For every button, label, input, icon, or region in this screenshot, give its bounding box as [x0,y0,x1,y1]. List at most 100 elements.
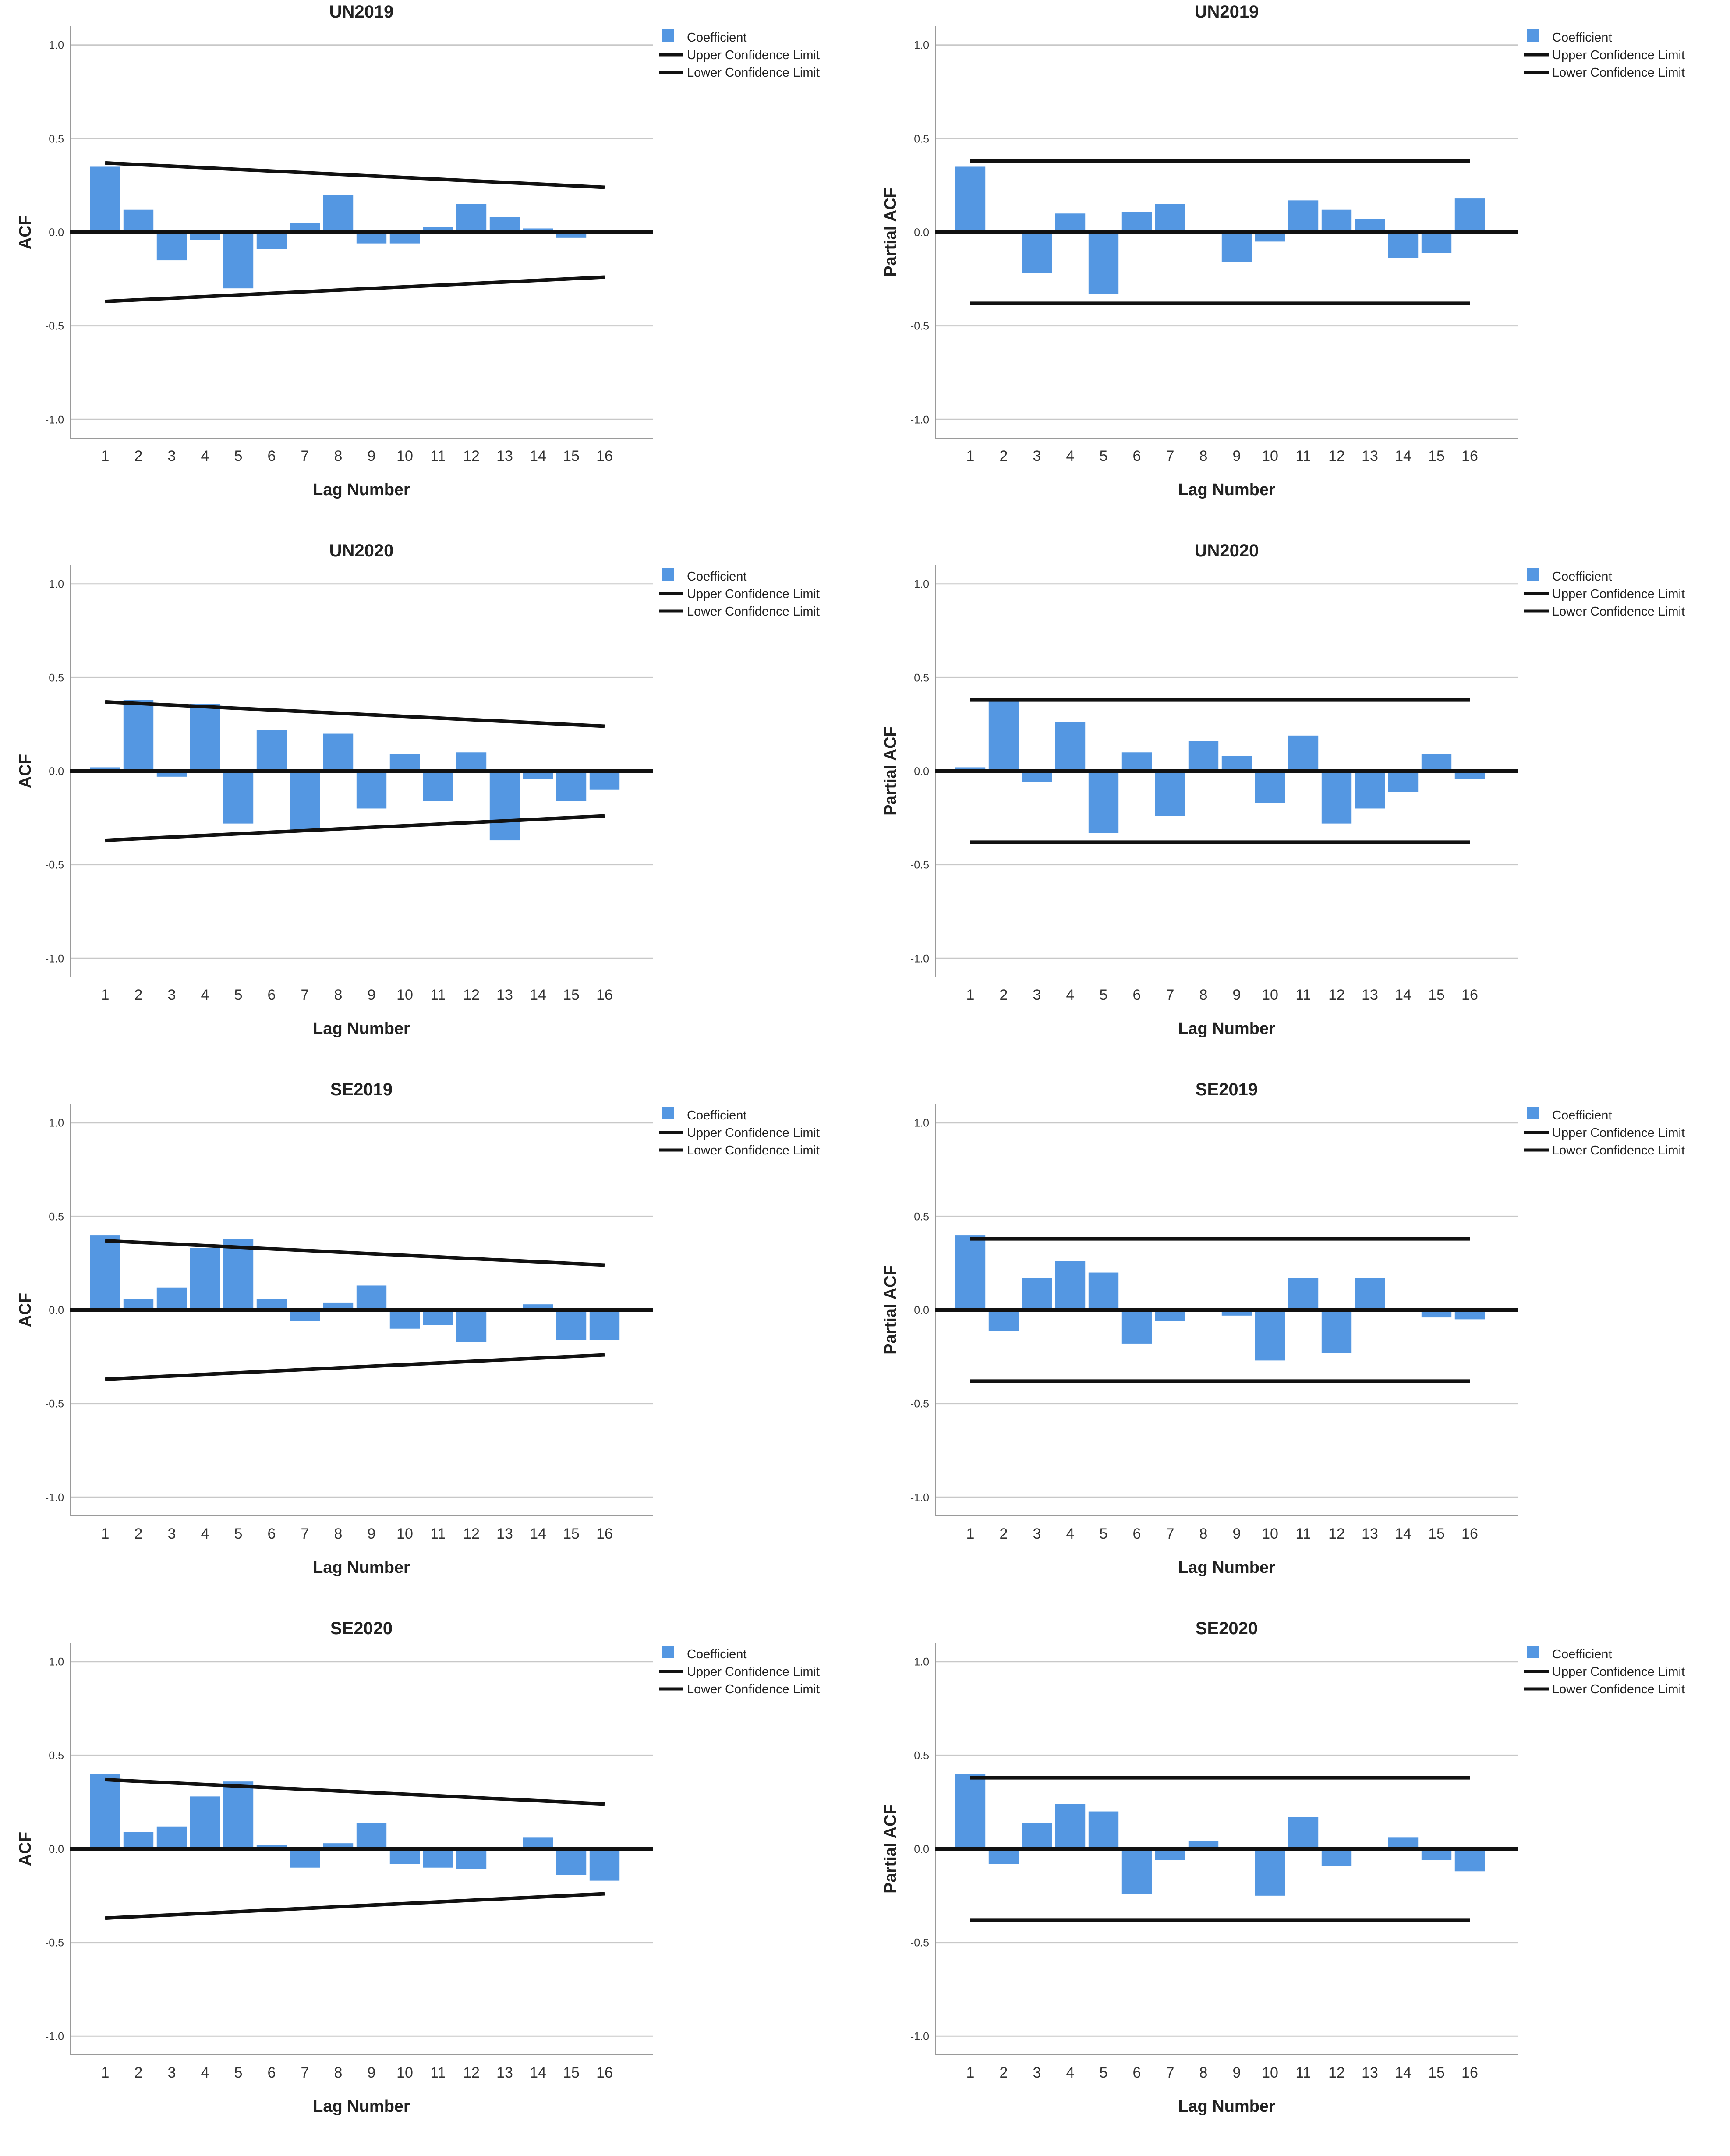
chart-title: SE2019 [1196,1080,1258,1099]
legend: Coefficient Upper Confidence Limit Lower C… [1524,29,1685,80]
x-tick-label: 7 [301,987,309,1003]
y-tick-label: 0.5 [49,1211,64,1223]
x-tick-label: 3 [168,448,176,464]
x-tick-label: 8 [1199,987,1208,1003]
y-tick-label: -0.5 [45,320,64,333]
coefficient-bar-lag-4 [1055,1804,1086,1849]
coefficient-bar-lag-6 [256,232,287,249]
x-tick-label: 16 [596,448,613,464]
x-axis-label: Lag Number [313,1558,410,1577]
coefficient-bar-lag-6 [1121,752,1152,771]
x-tick-label: 8 [1199,2064,1208,2081]
y-tick-label: 0.5 [914,672,929,684]
x-tick-label: 4 [1066,987,1075,1003]
coefficient-bar-lag-16 [1454,1849,1485,1872]
legend: Coefficient Upper Confidence Limit Lower C… [659,568,820,619]
lower-confidence-line [105,1892,605,1920]
y-tick-label: -1.0 [45,2030,64,2043]
y-tick-label: -0.5 [910,1398,929,1410]
coefficient-bar-lag-8 [323,195,354,232]
lower-confidence-line [105,275,605,304]
y-tick-label: 0.0 [914,1843,929,1855]
x-tick-label: 7 [1166,987,1175,1003]
y-tick-label: -0.5 [45,1398,64,1410]
legend: Coefficient Upper Confidence Limit Lower C… [1524,568,1685,619]
x-tick-label: 13 [1362,448,1378,464]
lower-confidence-line [105,1353,605,1381]
x-tick-label: 2 [1000,448,1008,464]
coefficient-bar-lag-6 [1121,1849,1152,1894]
x-tick-label: 3 [168,2064,176,2081]
x-tick-label: 3 [168,1526,176,1542]
legend-coefficient-label: Coefficient [1552,1647,1612,1661]
x-tick-label: 1 [101,448,110,464]
coefficient-bar-lag-15 [1421,754,1452,771]
x-tick-label: 5 [1100,987,1108,1003]
coefficient-bar-lag-14 [523,228,553,232]
pacf-panel-un2019: UN2019 1.0 0.5 0.0 -0.5 -1.0 1 2 3 4 5 6 7 8 9 10 11 12 13… [865,0,1730,539]
coefficient-bar-lag-10 [1255,1849,1285,1896]
coefficient-bar-lag-13 [1355,771,1385,809]
coefficient-bar-lag-10 [1255,771,1285,803]
coefficient-bar-lag-5 [1088,232,1119,294]
coefficient-bar-lag-1 [955,166,986,232]
x-tick-label: 6 [1133,2064,1141,2081]
x-tick-label: 8 [334,2064,343,2081]
chart-title: SE2020 [1196,1619,1258,1638]
x-tick-label: 13 [496,448,513,464]
upper-confidence-line [105,1777,605,1806]
x-tick-label: 7 [301,2064,309,2081]
x-tick-label: 5 [234,987,243,1003]
x-tick-label: 14 [1395,1526,1412,1542]
x-tick-label: 9 [368,2064,376,2081]
legend-coefficient-swatch [662,1107,674,1119]
x-tick-label: 1 [101,2064,110,2081]
x-tick-label: 7 [1166,1526,1175,1542]
legend-coefficient-label: Coefficient [687,1647,747,1661]
coefficient-bar-lag-1 [90,166,120,232]
coefficient-bar-lag-4 [1055,213,1086,232]
x-tick-label: 5 [234,2064,243,2081]
x-tick-label: 16 [596,987,613,1003]
x-tick-label: 7 [301,1526,309,1542]
x-tick-label: 9 [368,1526,376,1542]
coefficient-bar-lag-13 [489,217,520,232]
x-tick-label: 11 [1295,987,1311,1003]
legend-upper-label: Upper Confidence Limit [687,1665,820,1679]
x-tick-label: 3 [1033,448,1041,464]
x-tick-label: 4 [201,448,209,464]
acf-panel-se2020: SE2020 1.0 0.5 0.0 -0.5 -1.0 1 2 3 4 5 6 7 8 9 10 11 12 13… [0,1617,865,2156]
y-tick-label: 0.0 [49,1304,64,1317]
coefficient-bar-lag-15 [1421,1849,1452,1860]
coefficient-bar-lag-9 [356,771,387,809]
legend-coefficient-swatch [662,29,674,42]
x-tick-label: 12 [1328,448,1345,464]
coefficient-bar-lag-7 [290,1849,320,1868]
x-tick-label: 15 [563,987,580,1003]
legend-coefficient-swatch [1527,568,1539,581]
coefficient-bar-lag-4 [1055,1261,1086,1310]
y-axis-label: ACF [16,1832,35,1866]
chart-title: UN2020 [1195,541,1259,560]
x-tick-label: 15 [1428,448,1445,464]
lower-confidence-line [105,814,605,843]
legend: Coefficient Upper Confidence Limit Lower C… [659,1646,820,1696]
x-tick-label: 8 [1199,448,1208,464]
x-axis-label: Lag Number [1178,2097,1275,2116]
coefficient-bar-lag-10 [1255,1310,1285,1361]
legend-coefficient-label: Coefficient [687,1108,747,1122]
coefficient-bar-lag-15 [556,1310,587,1340]
coefficient-bar-lag-1 [90,1774,120,1849]
legend-coefficient-swatch [1527,1107,1539,1119]
x-axis-label: Lag Number [313,2097,410,2116]
x-tick-label: 11 [430,1526,446,1542]
x-axis-label: Lag Number [313,481,410,499]
coefficient-bar-lag-16 [589,771,620,790]
y-tick-label: 1.0 [49,578,64,591]
y-tick-label: -0.5 [910,1937,929,1949]
